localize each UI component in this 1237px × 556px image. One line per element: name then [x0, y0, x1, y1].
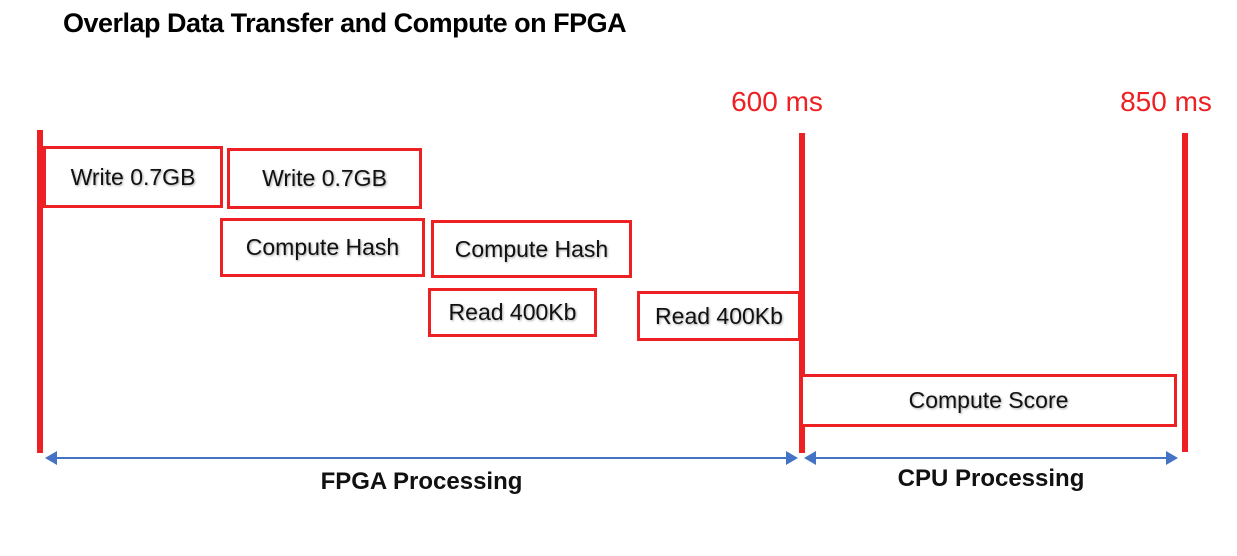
task-box: Compute Hash — [431, 220, 632, 278]
arrow-left-head-icon — [804, 451, 816, 465]
processing-span-label: FPGA Processing — [320, 468, 523, 495]
processing-span-label: CPU Processing — [897, 465, 1085, 492]
arrow-right-head-icon — [1166, 451, 1178, 465]
time-marker-label: 600 ms — [731, 86, 823, 117]
task-box: Read 400Kb — [637, 291, 801, 341]
time-marker-line — [799, 133, 805, 453]
time-marker-line — [1182, 133, 1188, 452]
task-box: Write 0.7GB — [227, 148, 422, 209]
task-box: Compute Score — [800, 374, 1177, 427]
arrow-right-head-icon — [786, 451, 798, 465]
task-box: Read 400Kb — [428, 288, 597, 337]
timeline-start-line — [37, 130, 43, 453]
processing-span-line — [55, 457, 788, 459]
arrow-left-head-icon — [45, 451, 57, 465]
task-box: Write 0.7GB — [43, 146, 223, 208]
task-box: Compute Hash — [220, 218, 425, 277]
time-marker-label: 850 ms — [1120, 86, 1212, 117]
processing-span-line — [814, 457, 1168, 459]
diagram-title: Overlap Data Transfer and Compute on FPG… — [63, 8, 627, 38]
